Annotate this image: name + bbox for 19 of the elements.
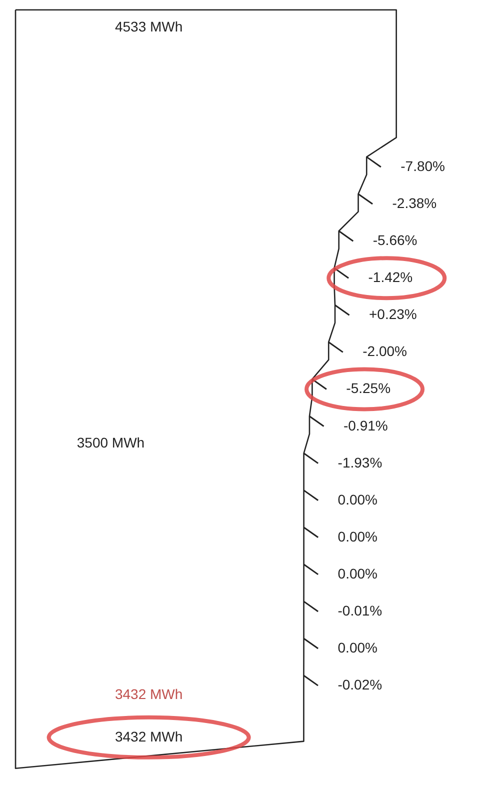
data-label: -7.80% bbox=[400, 158, 445, 174]
data-label: -5.25% bbox=[346, 380, 391, 396]
data-label: -2.00% bbox=[362, 343, 407, 360]
data-label: -0.01% bbox=[338, 602, 382, 618]
data-label: -5.66% bbox=[372, 232, 418, 248]
data-label: -0.91% bbox=[343, 417, 388, 434]
text: 3432 MWh bbox=[114, 686, 183, 702]
data-label: -1.42% bbox=[368, 269, 413, 286]
data-label: 0.00% bbox=[338, 491, 378, 508]
data-label: 0.00% bbox=[338, 565, 378, 582]
data-label: -0.02% bbox=[338, 676, 382, 693]
text: 3432 MWh bbox=[114, 728, 183, 744]
data-label: 0.00% bbox=[338, 640, 378, 656]
data-label: +0.23% bbox=[369, 306, 417, 322]
data-label: -2.38% bbox=[392, 195, 437, 212]
text: 4533 MWh bbox=[114, 18, 183, 35]
data-label: 0.00% bbox=[338, 528, 378, 544]
data-label: -1.93% bbox=[338, 454, 382, 470]
text: 3500 MWh bbox=[76, 434, 145, 450]
